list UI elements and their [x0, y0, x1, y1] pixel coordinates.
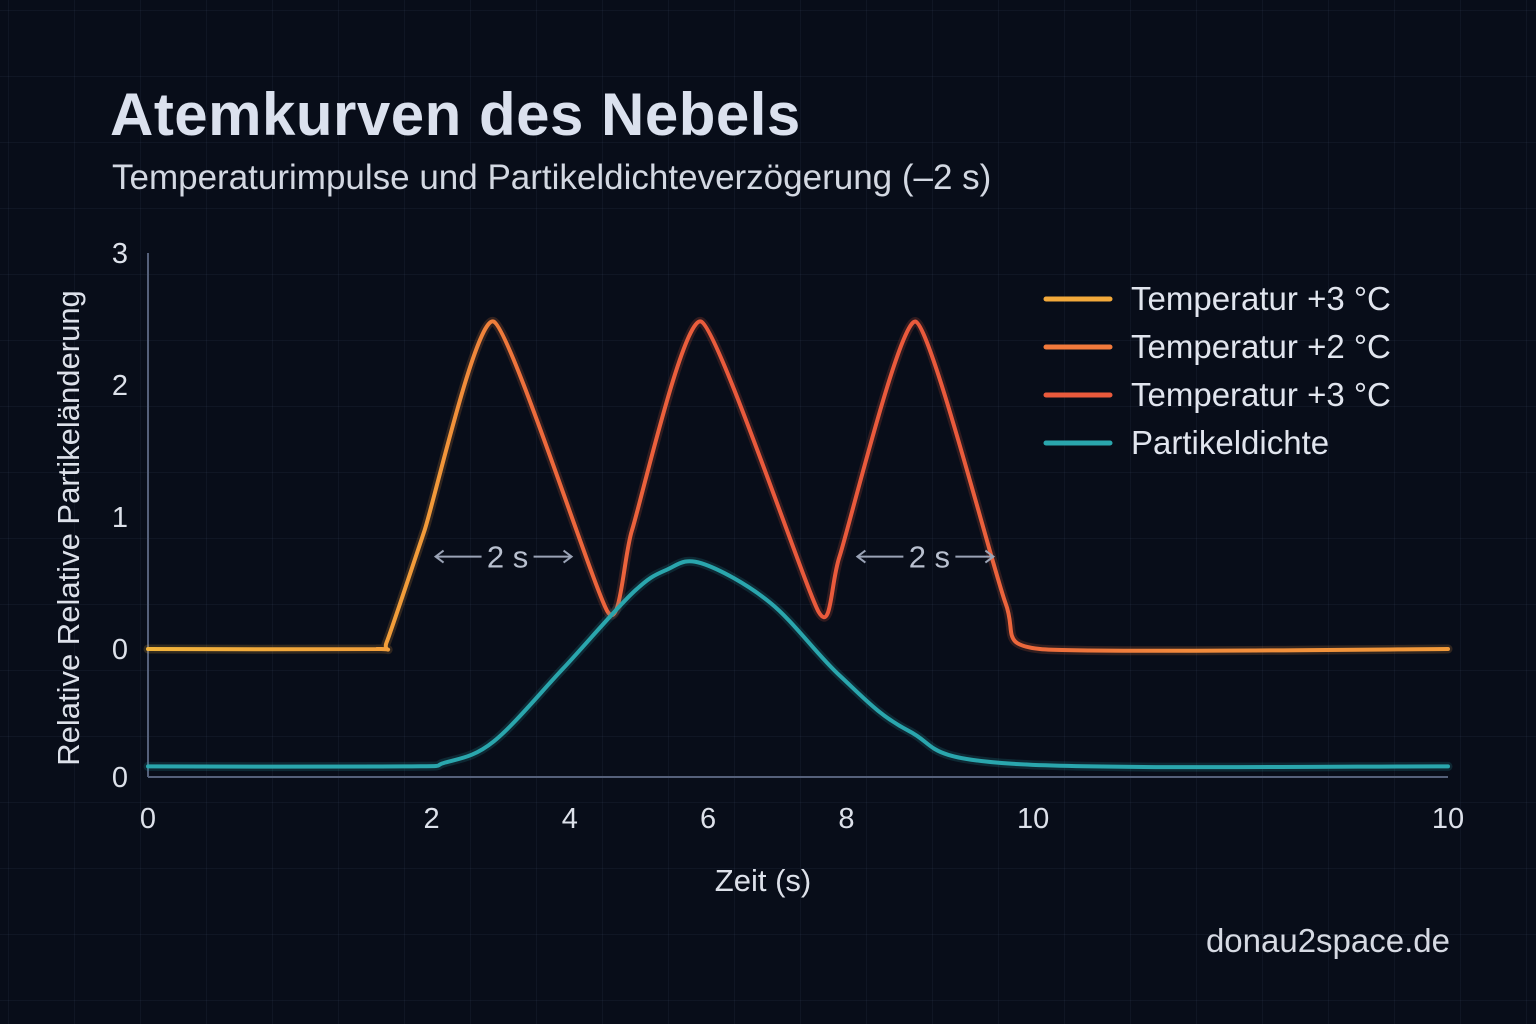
x-tick-label: 10: [1017, 803, 1049, 835]
series-glow-3: [143, 556, 1453, 772]
annotation-label: 2 s: [487, 540, 528, 575]
annotation-arrowhead-right: [984, 549, 996, 564]
x-tick-label: 4: [562, 803, 578, 835]
y-tick-label: 1: [112, 502, 128, 534]
x-tick-label: 6: [700, 803, 716, 835]
annotation-label: 2 s: [909, 540, 950, 575]
legend-label-1: Temperatur +2 °C: [1131, 328, 1391, 365]
y-tick-label: 0: [112, 634, 128, 666]
y-tick-label: 3: [112, 238, 128, 270]
annotation-1: 2 s: [855, 540, 996, 575]
series-line-0: [146, 319, 1450, 653]
legend-label-3: Partikeldichte: [1131, 424, 1329, 461]
y-tick-label: 2: [112, 370, 128, 402]
x-tick-label: 8: [838, 803, 854, 835]
y-tick-label: 0: [112, 762, 128, 794]
x-tick-label: 0: [140, 803, 156, 835]
annotation-arrowhead-right: [562, 549, 574, 564]
legend-label-2: Temperatur +3 °C: [1131, 376, 1391, 413]
annotation-0: 2 s: [433, 540, 574, 575]
x-axis-label: Zeit (s): [715, 863, 811, 898]
annotation-arrowhead-left: [433, 549, 445, 564]
annotation-arrowhead-left: [855, 549, 866, 564]
watermark: donau2space.de: [1205, 922, 1450, 959]
x-tick-label: 10: [1432, 803, 1464, 835]
legend-label-0: Temperatur +3 °C: [1131, 280, 1391, 317]
x-tick-label: 2: [423, 803, 439, 835]
y-axis-label: Relative Relative Partikeländerung: [51, 290, 86, 766]
series-line-3: [146, 559, 1450, 770]
page-title: Atemkurven des Nebels: [110, 81, 801, 148]
legend: Temperatur +3 °C Temperatur +2 °C Temper…: [1043, 280, 1391, 461]
page-subtitle: Temperaturimpulse und Partikeldichteverz…: [112, 158, 992, 197]
series-glow-0: [143, 317, 1453, 656]
